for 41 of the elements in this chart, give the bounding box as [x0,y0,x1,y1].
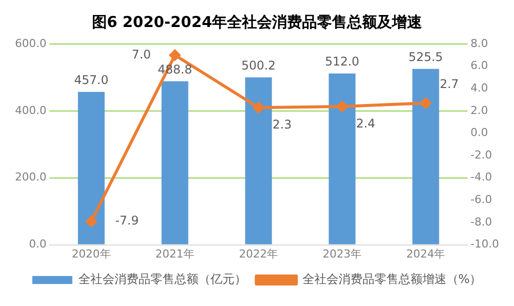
data-label: 7.0 [132,47,151,62]
y-tick-label: 400.0 [14,104,46,117]
x-tick-label: 2024年 [406,247,446,260]
y2-tick-label: 6.0 [470,59,488,72]
data-label: 2.4 [356,116,376,131]
point [169,50,180,61]
data-label: 500.2 [241,58,276,73]
legend-label: 全社会消费品零售总额增速（%） [302,272,482,286]
legend-label: 全社会消费品零售总额（亿元） [78,272,246,286]
y-tick-label: 600.0 [14,36,46,50]
point [253,102,264,114]
y2-tick-label: -6.0 [470,193,492,206]
y2-tick-label: 4.0 [470,81,488,94]
data-label: 2.3 [272,118,292,132]
y2-tick-label: 0.0 [470,126,488,140]
y2-tick-label: 2.0 [470,104,488,117]
data-label: -7.9 [115,214,139,228]
y2-tick-label: -10.0 [470,238,500,251]
data-label: 2.7 [440,77,459,92]
bar [328,73,356,244]
data-label: 457.0 [74,72,108,87]
y2-tick-label: -2.0 [470,148,492,162]
point [336,100,348,112]
chart-title: 图6 2020-2024年全社会消费品零售总额及增速 [92,12,424,31]
point [86,216,97,227]
bar [412,68,440,244]
bar [162,81,188,244]
y2-tick-label: 8.0 [470,36,488,50]
y2-tick-label: -4.0 [470,170,492,184]
bar [245,77,272,244]
point [420,98,432,109]
y-tick-label: 200.0 [14,170,46,184]
x-tick-label: 2021年 [155,247,194,260]
x-tick-label: 2022年 [239,247,278,260]
y2-tick-label: -8.0 [470,215,492,228]
bar [78,92,105,244]
data-label: 512.0 [324,54,360,69]
x-tick-label: 2023年 [322,247,362,260]
y-tick-label: 0.0 [28,238,46,251]
x-tick-label: 2020年 [72,247,111,260]
data-label: 525.5 [408,50,443,64]
